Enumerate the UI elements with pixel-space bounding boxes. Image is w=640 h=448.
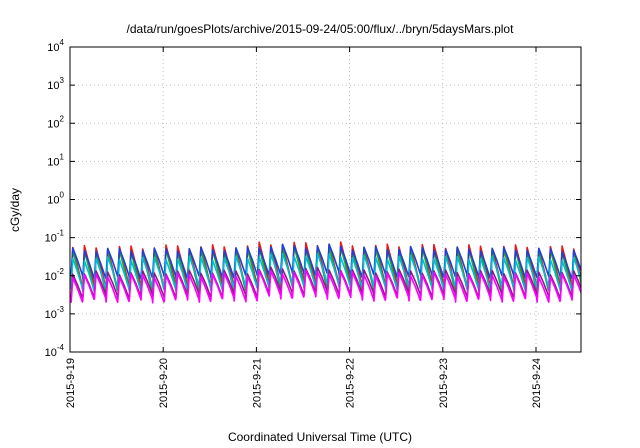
x-tick-label: 2015-9-19: [65, 358, 77, 408]
y-tick-label: 100: [47, 191, 64, 207]
y-tick-label: 10-1: [45, 229, 65, 245]
y-axis: 10-4 10-3 10-2 10-1 100 101 102 103 104: [45, 38, 581, 359]
y-tick-label: 10-4: [45, 343, 65, 359]
y-tick-label: 104: [47, 38, 64, 54]
x-tick-label: 2015-9-23: [438, 358, 450, 408]
x-tick-label: 2015-9-20: [158, 358, 170, 408]
x-tick-label: 2015-9-24: [531, 358, 543, 408]
y-tick-label: 101: [47, 152, 64, 168]
x-axis: 2015-9-19 2015-9-20 2015-9-21 2015-9-22 2015…: [65, 47, 543, 408]
y-tick-label: 10-3: [45, 305, 65, 321]
y-tick-label: 10-2: [45, 267, 65, 283]
series-layer: [70, 241, 581, 304]
grid-lines: [70, 47, 581, 352]
y-tick-label: 103: [47, 76, 64, 92]
chart-title: /data/run/goesPlots/archive/2015-09-24/0…: [126, 22, 514, 36]
series-line-6: [70, 269, 581, 304]
y-axis-label: cGy/day: [8, 187, 22, 233]
x-tick-label: 2015-9-21: [251, 358, 263, 408]
y-tick-label: 102: [47, 114, 64, 130]
x-axis-label: Coordinated Universal Time (UTC): [227, 430, 413, 444]
x-tick-label: 2015-9-22: [345, 358, 357, 408]
